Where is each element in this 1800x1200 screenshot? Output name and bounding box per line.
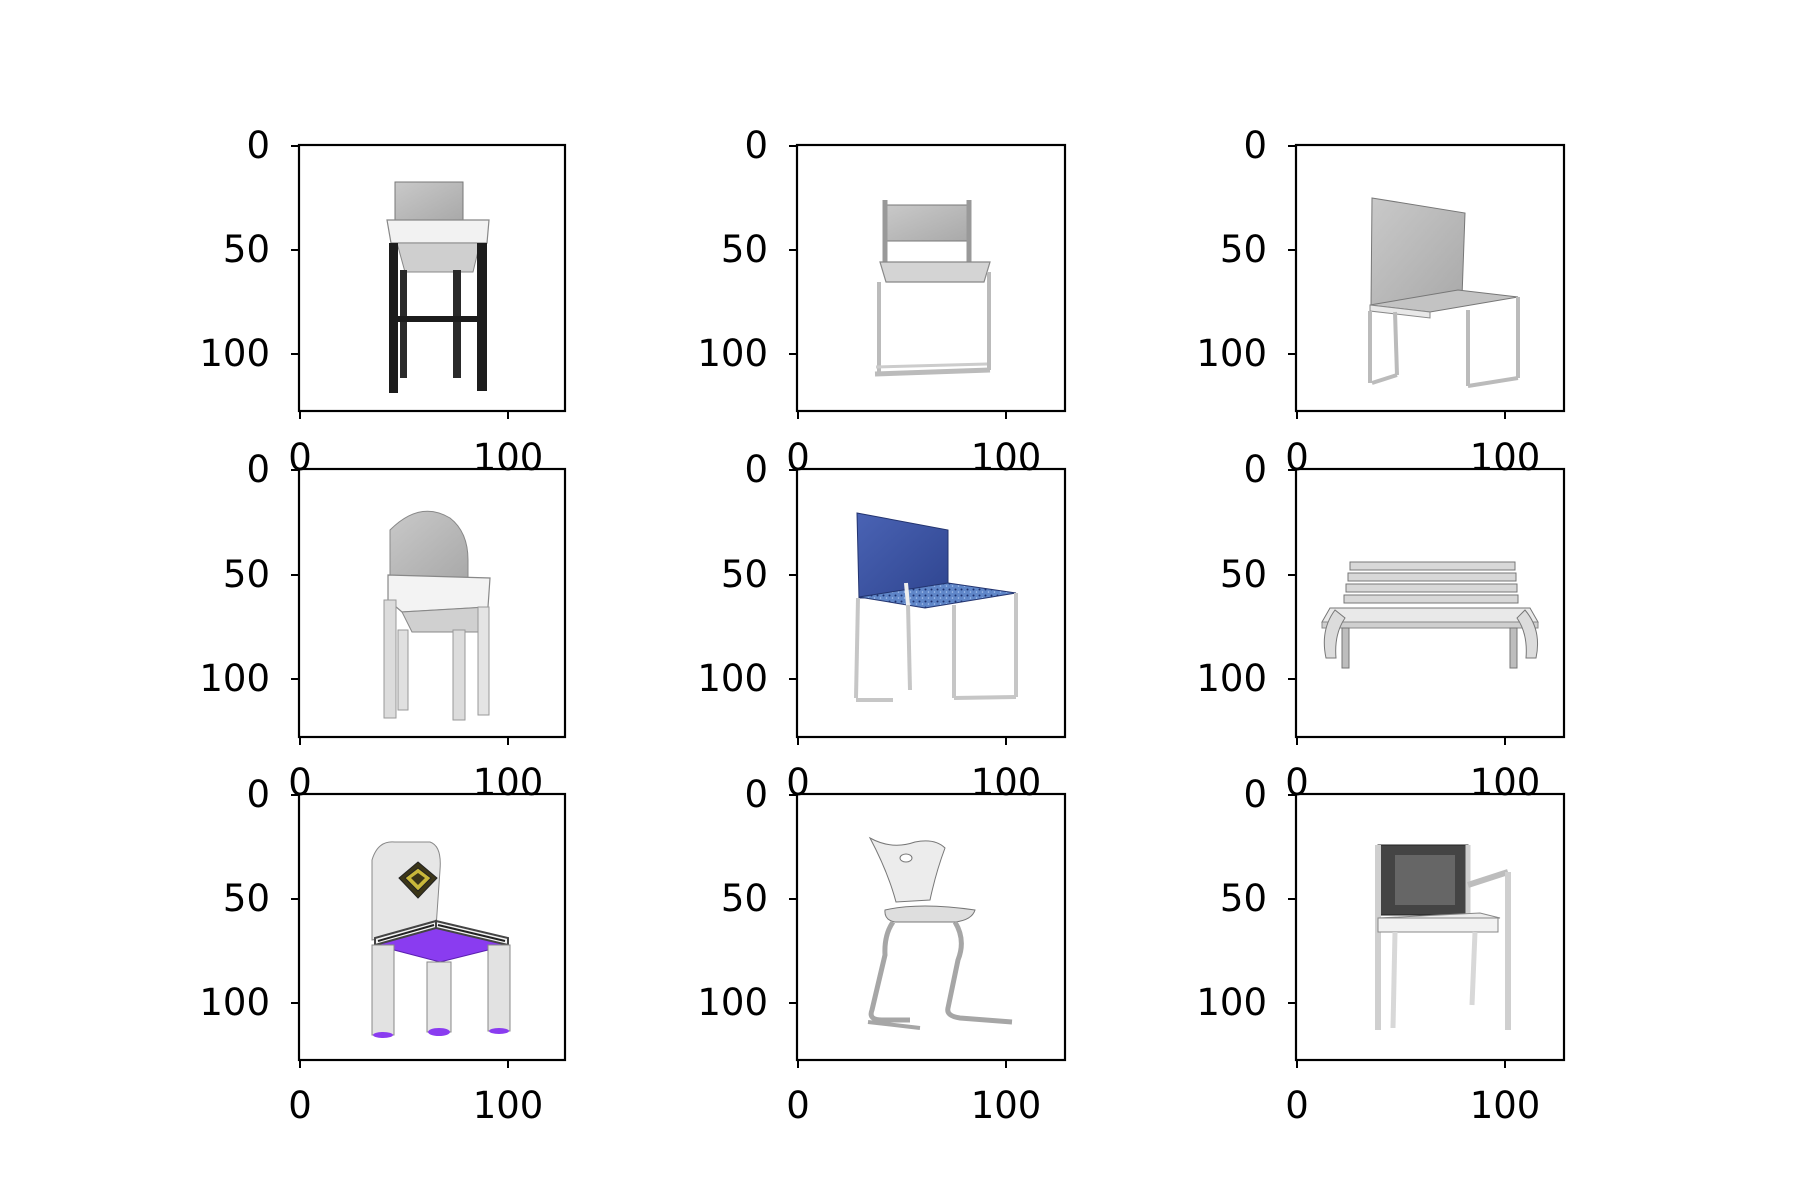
panel-1-image: [386, 181, 490, 393]
panel-6-frame: [1294, 467, 1566, 739]
panel-7-image: [371, 841, 511, 1038]
panel-4-y-tick-50: 50: [223, 553, 270, 596]
panel-1: 0 50 100 0 100: [199, 124, 567, 479]
panel-7-y-tick-0: 0: [246, 773, 270, 816]
panel-9: 0 50 100 0 100: [1196, 773, 1566, 1127]
panel-6-y-axis: 0 50 100: [1196, 448, 1296, 700]
panel-4-y-tick-0: 0: [246, 448, 270, 491]
panel-9-y-tick-50: 50: [1220, 877, 1267, 920]
panel-2: 0 50 100 0 100: [697, 124, 1067, 479]
panel-2-image: [874, 200, 991, 377]
panel-2-y-tick-50: 50: [721, 228, 768, 271]
panel-4-x-axis: 0 100: [288, 737, 543, 804]
panel-2-frame: [795, 143, 1067, 413]
panel-2-y-tick-100: 100: [697, 332, 768, 375]
panel-2-x-tick-100: 100: [971, 436, 1042, 479]
panel-4-y-axis: 0 50 100: [199, 448, 299, 700]
panel-5-x-tick-100: 100: [971, 761, 1042, 804]
panel-8: 0 50 100 0 100: [697, 773, 1067, 1127]
panel-5-y-axis: 0 50 100: [697, 448, 797, 700]
panel-8-y-axis: 0 50 100: [697, 773, 797, 1024]
panel-9-x-tick-100: 100: [1470, 1084, 1541, 1127]
panel-4: 0 50 100 0 100: [199, 448, 567, 804]
panel-8-x-tick-0: 0: [786, 1084, 810, 1127]
panel-3-x-axis: 0 100: [1285, 411, 1540, 479]
panel-1-y-axis: 0 50 100: [199, 124, 299, 375]
panel-3-y-tick-50: 50: [1220, 228, 1267, 271]
panel-9-y-tick-0: 0: [1243, 773, 1267, 816]
panel-2-y-tick-0: 0: [744, 124, 768, 167]
panel-3-image: [1368, 197, 1520, 388]
panel-5-frame: [795, 467, 1067, 739]
panel-8-y-tick-50: 50: [721, 877, 768, 920]
panel-2-y-axis: 0 50 100: [697, 124, 797, 375]
panel-4-image: [383, 510, 491, 721]
panel-7-y-axis: 0 50 100: [199, 773, 299, 1024]
panel-8-x-tick-100: 100: [971, 1084, 1042, 1127]
panel-5-image: [854, 512, 1018, 702]
panel-3-y-axis: 0 50 100: [1196, 124, 1296, 375]
panel-7-x-axis: 0 100: [288, 1060, 543, 1127]
panel-7-frame: [297, 792, 567, 1062]
panel-9-x-axis: 0 100: [1285, 1060, 1540, 1127]
panel-7-y-tick-50: 50: [223, 877, 270, 920]
panel-3: 0 50 100 0 100: [1196, 124, 1566, 479]
panel-3-x-tick-100: 100: [1470, 436, 1541, 479]
panel-3-frame: [1294, 143, 1566, 413]
panel-7-x-tick-0: 0: [288, 1084, 312, 1127]
panel-9-frame: [1294, 792, 1566, 1062]
panel-5-y-tick-50: 50: [721, 553, 768, 596]
panel-4-y-tick-100: 100: [199, 657, 270, 700]
panel-3-y-tick-0: 0: [1243, 124, 1267, 167]
panel-1-frame: [297, 143, 567, 413]
panel-1-y-tick-50: 50: [223, 228, 270, 271]
panel-6-y-tick-100: 100: [1196, 657, 1267, 700]
panel-5-y-tick-100: 100: [697, 657, 768, 700]
panel-6-x-axis: 0 100: [1285, 737, 1540, 804]
panel-4-frame: [297, 467, 567, 739]
panel-6-y-tick-0: 0: [1243, 448, 1267, 491]
panel-4-x-tick-100: 100: [473, 761, 544, 804]
panel-6: 0 50 100 0 100: [1196, 448, 1566, 804]
panel-3-y-tick-100: 100: [1196, 332, 1267, 375]
panel-1-y-tick-100: 100: [199, 332, 270, 375]
panel-9-y-axis: 0 50 100: [1196, 773, 1296, 1024]
panel-9-x-tick-0: 0: [1285, 1084, 1309, 1127]
panel-6-image: [1321, 561, 1539, 669]
panel-8-frame: [795, 792, 1067, 1062]
panel-7-y-tick-100: 100: [199, 981, 270, 1024]
panel-5: 0 50 100 0 100: [697, 448, 1067, 804]
panel-1-y-tick-0: 0: [246, 124, 270, 167]
panel-7-x-tick-100: 100: [473, 1084, 544, 1127]
panel-8-y-tick-100: 100: [697, 981, 768, 1024]
panel-8-y-tick-0: 0: [744, 773, 768, 816]
panel-1-x-tick-100: 100: [473, 436, 544, 479]
panel-6-y-tick-50: 50: [1220, 553, 1267, 596]
panel-7: 0 50 100 0 100: [199, 773, 567, 1127]
panel-8-x-axis: 0 100: [786, 1060, 1041, 1127]
panel-9-y-tick-100: 100: [1196, 981, 1267, 1024]
panel-6-x-tick-100: 100: [1470, 761, 1541, 804]
panel-8-image: [867, 836, 1013, 1030]
panel-5-y-tick-0: 0: [744, 448, 768, 491]
panel-2-x-axis: 0 100: [786, 411, 1041, 479]
panel-9-image: [1375, 844, 1511, 1030]
